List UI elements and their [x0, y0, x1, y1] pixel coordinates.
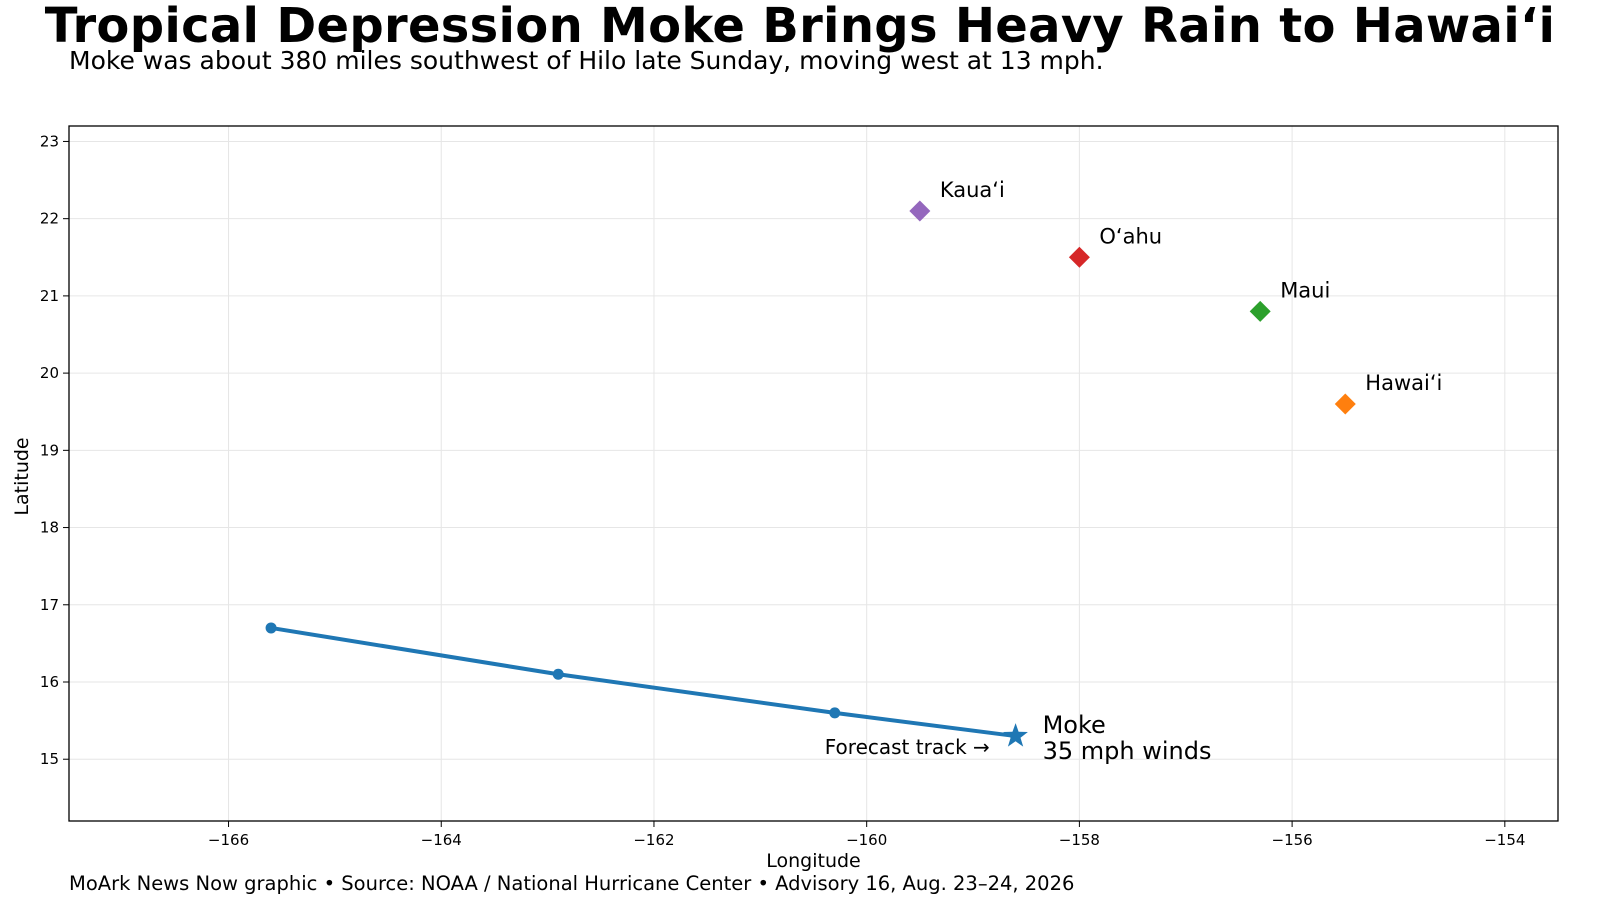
storm-winds: 35 mph winds: [1043, 737, 1212, 765]
x-axis-label: Longitude: [766, 850, 861, 872]
y-tick-label: 19: [40, 441, 59, 459]
storm-marker: [1003, 723, 1028, 747]
chart-footer: MoArk News Now graphic • Source: NOAA / …: [69, 872, 1075, 895]
chart-subtitle: Moke was about 380 miles southwest of Hi…: [69, 46, 1104, 75]
x-tick-label: −158: [1059, 831, 1100, 849]
axis-ticks: −166 −164 −162 −160 −158 −156 −154 15 16 17 18 19 20…: [40, 132, 1526, 849]
x-tick-label: −160: [846, 831, 887, 849]
x-tick-label: −162: [633, 831, 674, 849]
storm-label: Moke 35 mph winds: [1043, 711, 1212, 765]
y-tick-label: 21: [40, 287, 59, 305]
storm-name: Moke: [1043, 711, 1106, 739]
island-label: Kaua‘i: [940, 178, 1005, 202]
y-tick-label: 17: [40, 596, 59, 614]
forecast-track: Moke 35 mph winds Forecast track →: [265, 622, 1212, 765]
island-marker: [909, 200, 931, 222]
x-tick-label: −154: [1484, 831, 1525, 849]
y-axis-label: Latitude: [11, 437, 33, 515]
y-tick-label: 23: [40, 132, 59, 150]
gridlines: [69, 126, 1558, 821]
island-label: Hawai‘i: [1365, 371, 1442, 395]
track-line: [270, 625, 1016, 739]
island-markers: Kaua‘i O‘ahu Maui Hawai‘i: [909, 178, 1442, 415]
y-tick-label: 18: [40, 519, 59, 537]
track-point: [829, 707, 841, 719]
y-tick-label: 15: [40, 750, 59, 768]
y-tick-label: 16: [40, 673, 59, 691]
track-point: [265, 622, 277, 634]
x-tick-label: −166: [208, 831, 249, 849]
x-tick-label: −164: [421, 831, 462, 849]
island-marker: [1249, 300, 1271, 322]
island-label: O‘ahu: [1099, 224, 1162, 248]
island-marker: [1068, 246, 1090, 268]
x-tick-label: −156: [1272, 831, 1313, 849]
chart-title: Tropical Depression Moke Brings Heavy Ra…: [44, 0, 1556, 54]
plot-frame: [68, 125, 1559, 822]
y-tick-label: 20: [40, 364, 59, 382]
island-marker: [1334, 393, 1356, 415]
y-tick-label: 22: [40, 210, 59, 228]
track-label: Forecast track →: [825, 735, 990, 759]
island-label: Maui: [1280, 278, 1330, 302]
track-point: [552, 668, 564, 680]
